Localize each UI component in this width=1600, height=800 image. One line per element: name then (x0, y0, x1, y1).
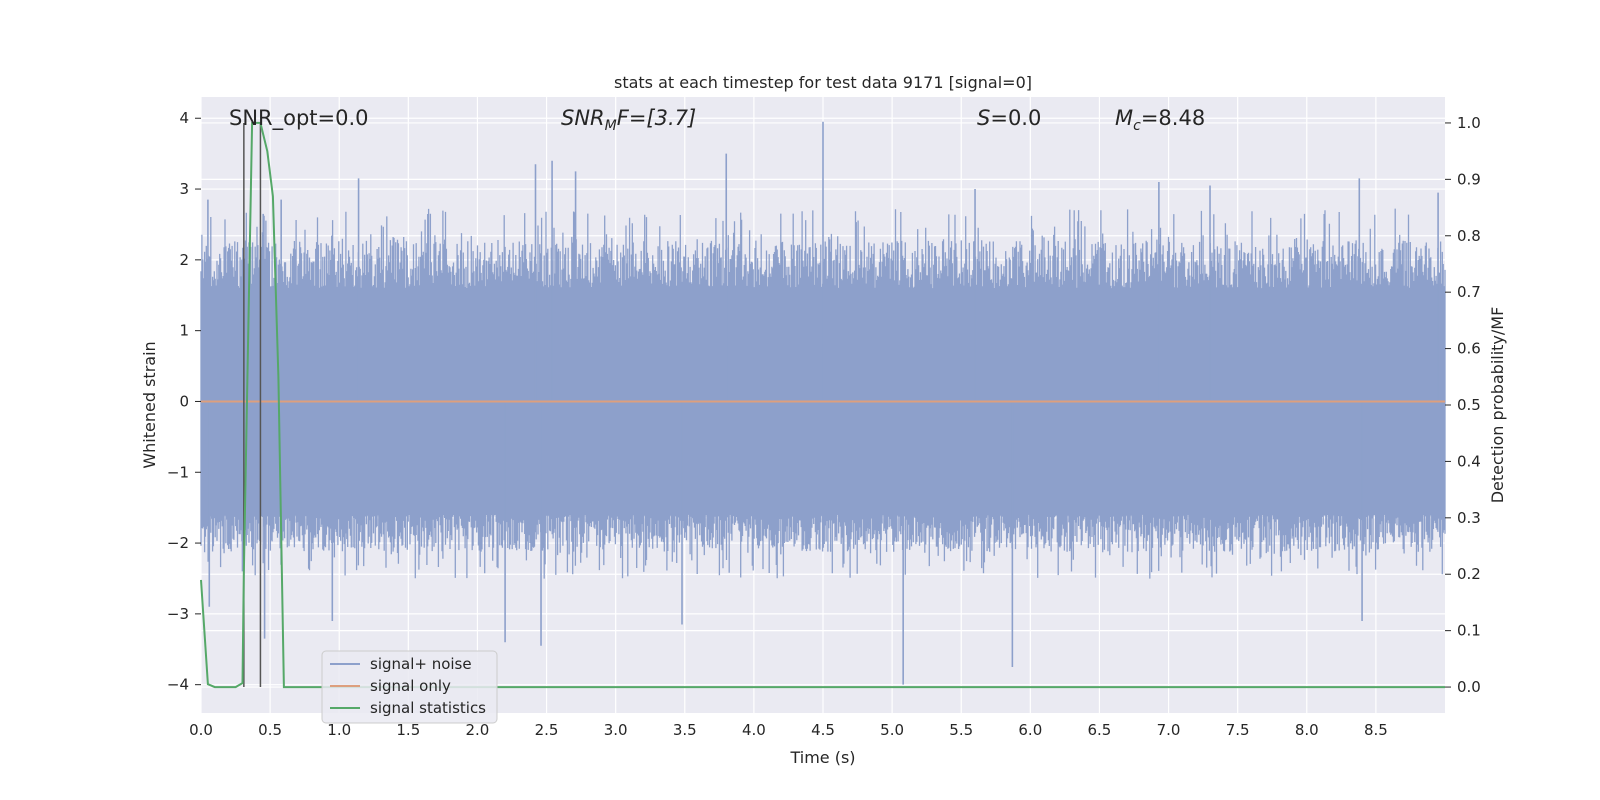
y2-axis-label: Detection probability/MF (1488, 307, 1507, 504)
x-tick-label: 0.0 (189, 721, 213, 739)
y2-tick-label: 0.3 (1457, 509, 1481, 527)
x-axis-label: Time (s) (789, 748, 855, 767)
mc-italic: M (1115, 106, 1133, 130)
x-tick-label: 6.5 (1088, 721, 1112, 739)
annotation-snr-mf: SNRMF=[3.7] (561, 106, 696, 134)
y-tick-label: −2 (167, 534, 189, 552)
signal-statistics-line (200, 121, 1445, 689)
mc-rest: =8.48 (1141, 106, 1205, 130)
x-tick-label: 7.0 (1157, 721, 1181, 739)
x-tick-label: 5.5 (949, 721, 973, 739)
x-axis-ticks: 0.0 0.5 1.0 1.5 2.0 2.5 3.0 3.5 4.0 4.5 5.0 5.5 6.0 6… (189, 721, 1388, 739)
y-tick-label: 2 (179, 251, 189, 269)
annotation-snr-opt: SNR_opt=0.0 (229, 106, 369, 131)
x-tick-label: 8.0 (1295, 721, 1319, 739)
y-tick-label: −3 (167, 605, 189, 623)
s-rest: =0.0 (990, 106, 1041, 130)
signal-statistics-series (200, 121, 1445, 689)
y2-axis-ticks: 1.0 0.9 0.8 0.7 0.6 0.5 0.4 0.3 0.2 0.1 0.0 (1445, 114, 1481, 696)
y2-tick-label: 0.4 (1457, 452, 1481, 470)
x-tick-label: 3.0 (604, 721, 628, 739)
y2-tick-label: 0.7 (1457, 283, 1481, 301)
y2-tick-label: 0.5 (1457, 396, 1481, 414)
x-tick-label: 6.0 (1018, 721, 1042, 739)
y2-tick-label: 0.8 (1457, 227, 1481, 245)
x-tick-label: 7.5 (1226, 721, 1250, 739)
snr-mf-base: SNR (561, 106, 605, 130)
x-tick-label: 2.5 (535, 721, 559, 739)
s-italic: S (977, 106, 990, 130)
annotation-mc: Mc=8.48 (1115, 106, 1205, 134)
legend-label-signal-only: signal only (370, 677, 451, 695)
y2-tick-label: 1.0 (1457, 114, 1481, 132)
y2-tick-label: 0.2 (1457, 565, 1481, 583)
y-tick-label: 3 (179, 180, 189, 198)
x-tick-label: 2.0 (466, 721, 490, 739)
x-tick-label: 4.5 (811, 721, 835, 739)
snr-mf-F: F=[3.7] (617, 106, 696, 130)
y2-tick-label: 0.9 (1457, 170, 1481, 188)
x-tick-label: 0.5 (258, 721, 282, 739)
snr-mf-sub: M (605, 118, 617, 134)
noise-trace (200, 208, 1446, 579)
y-tick-label: 0 (179, 392, 189, 410)
y2-tick-label: 0.6 (1457, 340, 1481, 358)
y2-tick-label: 0.1 (1457, 622, 1481, 640)
y-axis-ticks: 4 3 2 1 0 −1 −2 −3 −4 (167, 109, 201, 694)
x-tick-label: 1.5 (396, 721, 420, 739)
x-tick-label: 8.5 (1364, 721, 1388, 739)
y2-tick-label: 0.0 (1457, 678, 1481, 696)
legend-label-signal-statistics: signal statistics (370, 699, 486, 717)
x-tick-label: 4.0 (742, 721, 766, 739)
x-tick-label: 5.0 (880, 721, 904, 739)
y-tick-label: 1 (179, 322, 189, 340)
x-tick-label: 3.5 (673, 721, 697, 739)
chart-title: stats at each timestep for test data 917… (614, 73, 1032, 92)
x-tick-label: 1.0 (327, 721, 351, 739)
y-tick-label: −1 (167, 463, 189, 481)
y-tick-label: −4 (167, 676, 189, 694)
y-axis-label: Whitened strain (140, 341, 159, 468)
legend: signal+ noise signal only signal statist… (321, 650, 498, 724)
y-tick-label: 4 (179, 109, 189, 127)
annotation-s: S=0.0 (977, 106, 1041, 130)
mc-sub: c (1133, 118, 1141, 134)
legend-box (321, 650, 498, 724)
signal-noise-series (200, 121, 1446, 685)
legend-label-signal-noise: signal+ noise (370, 655, 472, 673)
